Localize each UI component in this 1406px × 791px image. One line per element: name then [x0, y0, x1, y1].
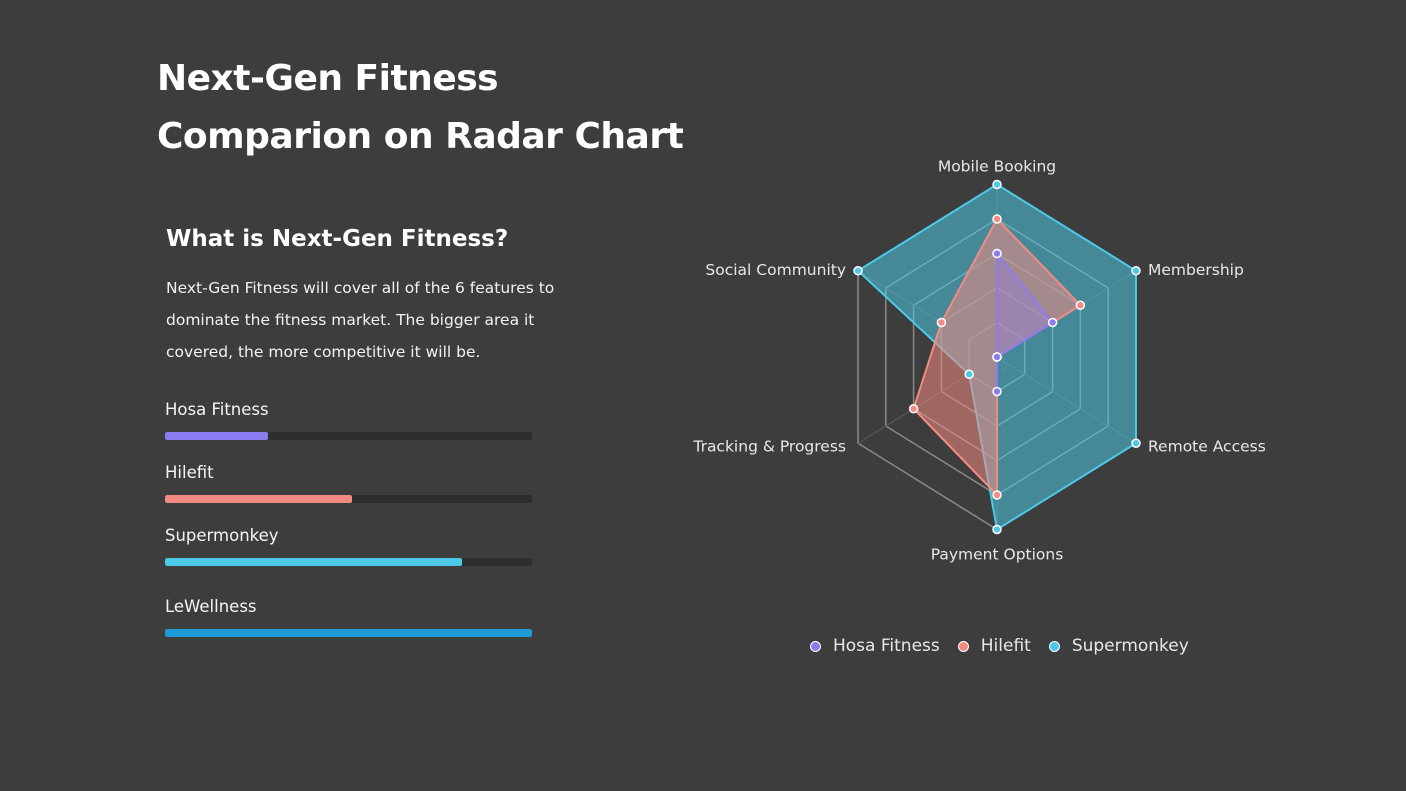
data-point[interactable]	[853, 266, 863, 276]
data-point[interactable]	[1075, 300, 1086, 310]
legend-label: Hosa Fitness	[833, 636, 940, 656]
radar-series	[853, 179, 1141, 535]
progress-label: Hilefit	[165, 463, 214, 482]
progress-label: Hosa Fitness	[165, 400, 269, 419]
axis-label: Membership	[1148, 261, 1244, 279]
progress-item-hilefit: Hilefit	[165, 461, 532, 524]
data-point[interactable]	[992, 248, 1002, 259]
progress-label: Supermonkey	[165, 526, 279, 545]
legend-item-supermonkey[interactable]: Supermonkey	[1048, 636, 1189, 656]
axis-label: Remote Access	[1148, 437, 1266, 455]
chart-legend: Hosa Fitness Hilefit Supermonkey	[810, 636, 1189, 656]
axis-label: Social Community	[705, 261, 846, 279]
progress-fill	[165, 432, 268, 440]
legend-item-hosa-fitness[interactable]: Hosa Fitness	[810, 636, 940, 656]
progress-track	[165, 558, 532, 566]
progress-track	[165, 432, 532, 440]
section-heading: What is Next-Gen Fitness?	[166, 226, 509, 252]
progress-bar-list: Hosa Fitness Hilefit Supermonkey LeWelln…	[165, 398, 532, 658]
data-point[interactable]	[992, 352, 1002, 362]
data-point[interactable]	[992, 214, 1002, 224]
progress-track	[165, 629, 532, 637]
progress-item-supermonkey: Supermonkey	[165, 524, 532, 587]
progress-item-lewellness: LeWellness	[165, 595, 532, 658]
data-point[interactable]	[1047, 317, 1058, 328]
page-title: Next-Gen Fitness Comparion on Radar Char…	[157, 58, 684, 157]
progress-item-hosa-fitness: Hosa Fitness	[165, 398, 532, 461]
data-point[interactable]	[964, 369, 974, 379]
data-point[interactable]	[992, 490, 1002, 500]
data-point[interactable]	[992, 524, 1002, 535]
axis-label: Mobile Booking	[938, 158, 1056, 176]
progress-fill	[165, 495, 353, 503]
legend-label: Hilefit	[980, 636, 1031, 656]
description-text: Next-Gen Fitness will cover all of the 6…	[166, 279, 555, 361]
series-hosa-fitness	[996, 252, 1054, 393]
radar-axis-labels: Mobile Booking Membership Remote Access Pay…	[692, 158, 1265, 564]
data-point[interactable]	[992, 179, 1002, 190]
progress-label: LeWellness	[165, 597, 257, 616]
data-point[interactable]	[936, 317, 947, 328]
progress-track	[165, 495, 532, 503]
axis-label: Payment Options	[931, 546, 1064, 564]
legend-dot-icon	[1048, 640, 1060, 652]
legend-dot-icon	[810, 640, 821, 652]
data-point[interactable]	[992, 386, 1002, 397]
data-point[interactable]	[1131, 266, 1141, 276]
data-point[interactable]	[1131, 438, 1141, 448]
data-point[interactable]	[908, 404, 919, 414]
axis-label: Tracking & Progress	[692, 437, 846, 455]
legend-dot-icon	[957, 640, 969, 652]
legend-item-hilefit[interactable]: Hilefit	[957, 636, 1031, 656]
progress-fill	[165, 629, 532, 637]
series-area	[996, 252, 1054, 393]
legend-label: Supermonkey	[1071, 636, 1189, 656]
progress-fill	[165, 558, 463, 566]
